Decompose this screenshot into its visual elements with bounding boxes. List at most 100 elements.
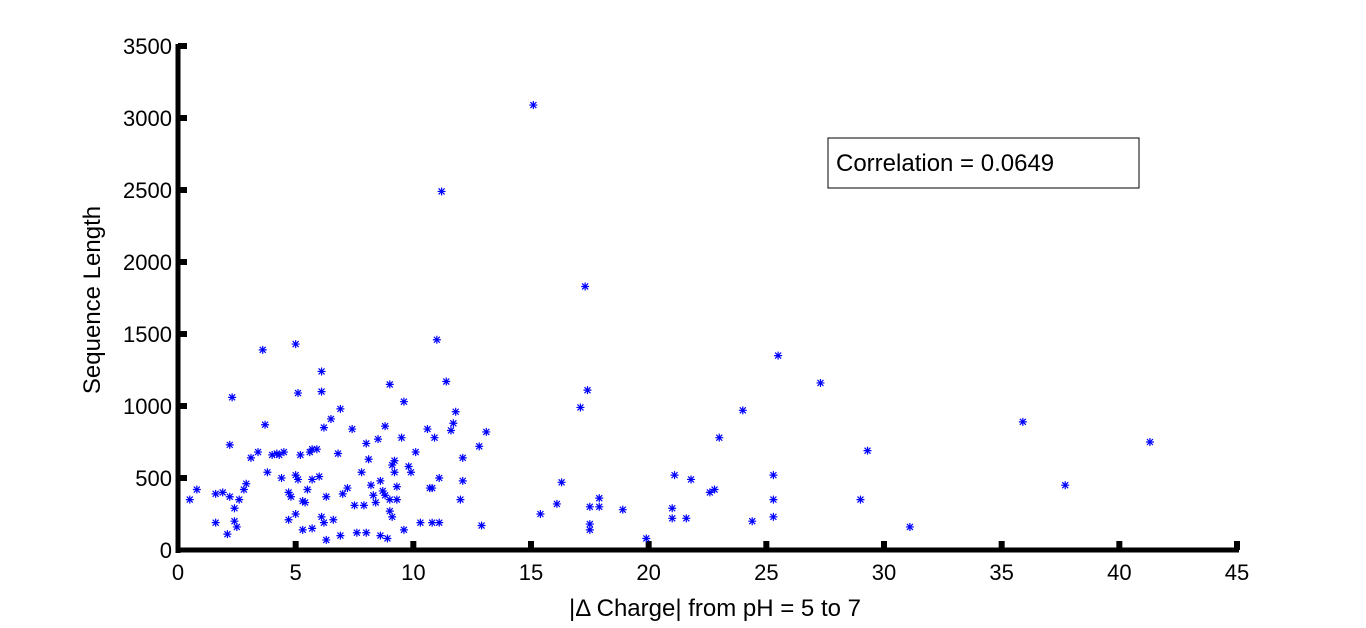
data-point [458,453,467,462]
data-point [769,512,778,521]
data-point [816,378,825,387]
y-tick-label: 1000 [123,394,172,419]
data-point [449,419,458,428]
data-point [406,468,415,477]
data-point [388,512,397,521]
y-axis-title: Sequence Length [79,206,106,394]
data-point [1061,481,1070,490]
data-point [369,491,378,500]
data-point [576,403,585,412]
data-point [376,476,385,485]
data-point [432,335,441,344]
data-point [390,456,399,465]
data-point [595,502,604,511]
data-point [557,478,566,487]
data-point [223,530,232,539]
x-tick-mark [763,541,770,550]
data-point [430,433,439,442]
data-point [350,501,359,510]
data-point [374,435,383,444]
data-point [458,476,467,485]
x-tick-label: 15 [519,560,543,585]
data-point [381,422,390,431]
data-point [583,386,592,395]
y-tick-mark [178,43,187,49]
data-point [286,492,295,501]
data-point [1145,438,1154,446]
x-tick-label: 20 [636,560,660,585]
data-point [317,512,326,521]
y-tick-label: 1500 [123,322,172,347]
data-point [383,534,392,543]
data-point [308,475,317,484]
data-point [769,471,778,480]
y-tick-label: 3000 [123,106,172,131]
x-tick-mark [1234,541,1240,550]
data-point [301,498,310,507]
y-tick-mark [178,403,187,409]
data-point [263,468,272,477]
data-point [336,404,345,413]
data-point [298,497,307,506]
data-point [435,518,444,527]
data-point [296,450,305,459]
data-point [451,407,460,416]
x-ticks: 0 5 10 15 20 25 30 35 40 45 [172,541,1249,585]
data-points [185,101,1154,544]
data-point [376,531,385,540]
data-point [239,485,248,494]
data-point [291,510,300,518]
data-point [385,507,394,516]
data-point [529,101,538,110]
data-point [1018,417,1027,426]
data-point [185,495,194,504]
data-point [399,525,408,534]
data-point [284,515,293,524]
data-point [687,475,696,484]
data-point [715,433,724,442]
x-tick-mark [410,541,417,550]
y-ticks: 0 500 1000 1500 2000 2500 3000 3500 [123,34,187,563]
data-point [359,501,368,510]
data-point [317,387,326,396]
axes [175,44,1239,553]
correlation-annotation: Correlation = 0.0649 [827,137,1140,189]
data-point [192,485,201,494]
data-point [710,485,719,494]
data-point [362,528,371,537]
data-point [362,439,371,448]
data-point [343,484,352,493]
y-tick-label: 3500 [123,34,172,59]
data-point [315,472,324,481]
data-point [482,427,491,436]
data-point [585,520,594,529]
data-point [552,499,561,508]
data-point [366,481,375,490]
data-point [230,504,239,513]
data-point [748,517,757,526]
data-point [312,445,321,454]
x-tick-label: 40 [1107,560,1131,585]
data-point [308,445,317,454]
data-point [357,468,366,477]
x-tick-mark [645,541,652,550]
data-point [399,397,408,406]
data-point [682,514,691,523]
data-point [423,425,432,434]
x-axis-title: |Δ Charge| from pH = 5 to 7 [569,595,861,622]
data-point [585,525,594,534]
data-point [225,492,234,501]
data-point [456,495,465,504]
x-tick-label: 35 [989,560,1013,585]
y-tick-mark [178,187,187,193]
data-point [334,449,343,458]
data-point [275,450,284,459]
data-point [670,471,679,480]
data-point [211,489,220,498]
y-tick-label: 2500 [123,178,172,203]
data-point [668,504,677,513]
data-point [364,455,373,464]
data-point [404,462,413,471]
data-point [428,518,437,527]
data-point [211,518,220,527]
